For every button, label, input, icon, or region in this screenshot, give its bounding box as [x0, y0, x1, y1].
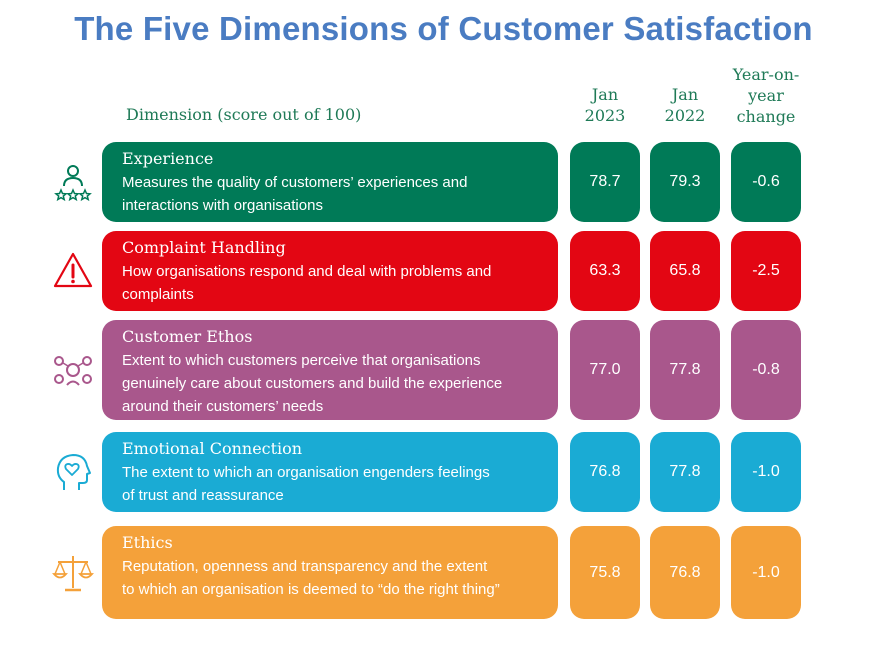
header-jan-2022-line-2: 2022 [664, 106, 706, 125]
people-network-icon [50, 347, 96, 393]
dimension-description-line: to which an organisation is deemed to “d… [122, 581, 500, 598]
customer-rating-icon [50, 159, 96, 205]
score-jan-2023: 76.8 [570, 432, 640, 512]
dimension-name: Experience [122, 149, 214, 168]
header-jan-2023: Jan 2023 [570, 84, 640, 126]
header-jan-2022: Jan 2022 [650, 84, 720, 126]
dimension-name: Ethics [122, 533, 173, 552]
dimension-name: Customer Ethos [122, 327, 253, 346]
year-on-year-change: -1.0 [731, 526, 801, 619]
dimension-description-line: Measures the quality of customers’ exper… [122, 174, 468, 191]
dimension-description-box: Experience Measures the quality of custom… [102, 142, 558, 222]
dimension-name: Complaint Handling [122, 238, 286, 257]
dimension-description-line: How organisations respond and deal with … [122, 263, 492, 280]
head-heart-icon [50, 449, 96, 495]
year-on-year-change: -0.8 [731, 320, 801, 420]
scales-icon [50, 550, 96, 596]
page-title: The Five Dimensions of Customer Satisfac… [74, 10, 813, 47]
score-jan-2023: 78.7 [570, 142, 640, 222]
dimension-description-box: Complaint Handling How organisations resp… [102, 231, 558, 311]
dimension-description-line: of trust and reassurance [122, 487, 284, 504]
dimension-description-line: around their customers’ needs [122, 398, 324, 415]
header-jan-2022-line-1: Jan [671, 85, 699, 104]
dimension-description-line: Extent to which customers perceive that … [122, 352, 481, 369]
year-on-year-change: -2.5 [731, 231, 801, 311]
score-jan-2023: 77.0 [570, 320, 640, 420]
score-jan-2022: 77.8 [650, 320, 720, 420]
year-on-year-change: -1.0 [731, 432, 801, 512]
warning-triangle-icon [50, 248, 96, 294]
header-dimension: Dimension (score out of 100) [126, 105, 362, 124]
dimension-description-box: Ethics Reputation, openness and transpare… [102, 526, 558, 619]
dimension-description-box: Customer Ethos Extent to which customers … [102, 320, 558, 420]
score-jan-2022: 79.3 [650, 142, 720, 222]
score-jan-2023: 75.8 [570, 526, 640, 619]
header-change-line-1: Year-on- [732, 65, 800, 84]
dimension-description-line: genuinely care about customers and build… [122, 375, 503, 392]
header-jan-2023-line-2: 2023 [584, 106, 626, 125]
dimension-description-line: Reputation, openness and transparency an… [122, 558, 488, 575]
score-jan-2022: 76.8 [650, 526, 720, 619]
dimension-description-line: The extent to which an organisation enge… [122, 464, 490, 481]
score-jan-2022: 77.8 [650, 432, 720, 512]
header-change-line-2: year [748, 86, 784, 105]
dimension-description-box: Emotional Connection The extent to which … [102, 432, 558, 512]
dimension-name: Emotional Connection [122, 439, 303, 458]
score-jan-2022: 65.8 [650, 231, 720, 311]
dimension-description-line: complaints [122, 286, 194, 303]
year-on-year-change: -0.6 [731, 142, 801, 222]
header-jan-2023-line-1: Jan [591, 85, 619, 104]
header-change-line-3: change [736, 107, 796, 126]
score-jan-2023: 63.3 [570, 231, 640, 311]
header-change: Year-on- year change [724, 64, 808, 127]
dimension-description-line: interactions with organisations [122, 197, 323, 214]
